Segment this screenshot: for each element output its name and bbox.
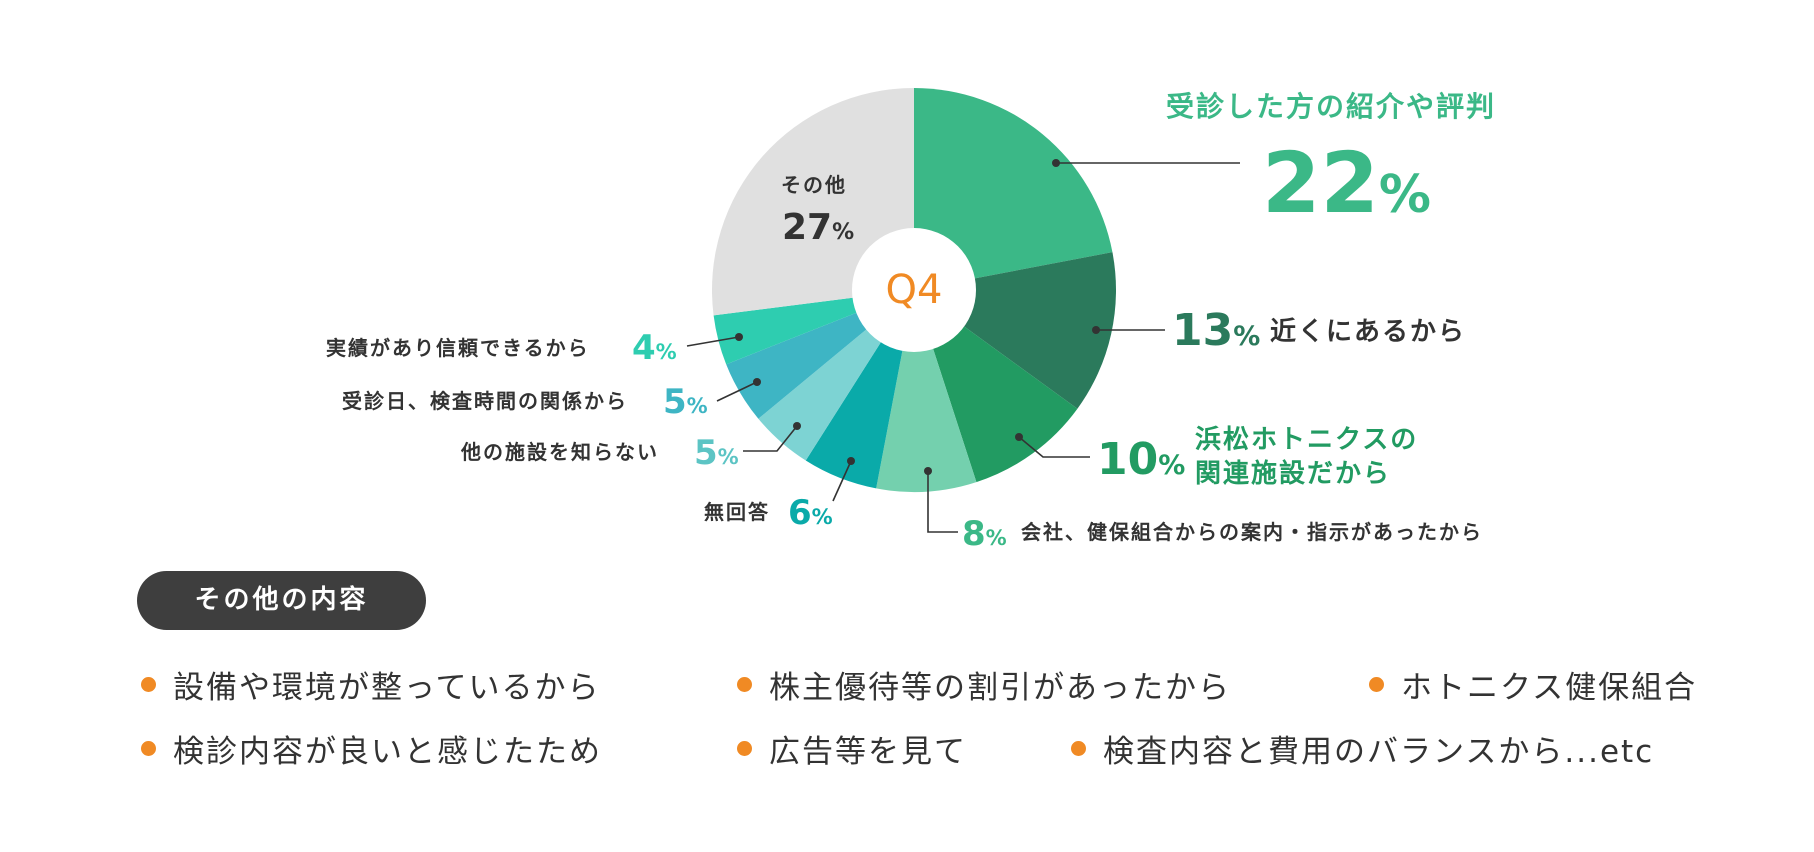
leader-line: [832, 460, 852, 502]
other-item-text: 検査内容と費用のバランスから...etc: [1103, 733, 1655, 770]
leader-line: [927, 471, 958, 533]
other-item-text: 株主優待等の割引があったから: [769, 669, 1231, 706]
leader-line: [716, 381, 758, 402]
slice-label: 無回答: [704, 500, 770, 524]
bullet-dot: [141, 740, 156, 756]
bullet-dot: [737, 740, 752, 756]
slice-label: 浜松ホトニクスの: [1195, 425, 1418, 455]
pie-center-hole: [852, 228, 976, 352]
leader-dot: [847, 457, 855, 465]
other-item-text: ホトニクス健保組合: [1401, 669, 1698, 706]
leader-dot: [735, 333, 743, 341]
slice-value: 27%: [782, 207, 854, 248]
other-item-text: 設備や環境が整っているから: [173, 669, 601, 706]
other-contents-tag: その他の内容: [137, 571, 426, 630]
bullet-dot: [737, 676, 752, 692]
leader-dot: [1052, 159, 1060, 167]
slice-value: 8%: [962, 514, 1007, 554]
slice-value: 5%: [663, 382, 708, 422]
other-item: 検診内容が良いと感じたため: [141, 728, 602, 770]
slice-value: 6%: [788, 493, 833, 533]
slice-value: 5%: [694, 433, 739, 473]
pie-slice: [914, 290, 1078, 483]
pie-slice: [876, 290, 977, 492]
leader-lines: [686, 159, 1240, 533]
leader-dot: [1092, 326, 1100, 334]
slice-label: 関連施設だから: [1195, 458, 1391, 489]
other-item-text: 広告等を見て: [769, 733, 967, 770]
slice-label: その他: [781, 173, 847, 197]
slice-label: 会社、健保組合からの案内・指示があったから: [1021, 520, 1483, 544]
pie-center-label: Q4: [886, 267, 943, 313]
other-item: 検査内容と費用のバランスから...etc: [1071, 728, 1655, 770]
bullet-dot: [1369, 676, 1384, 692]
other-item: 株主優待等の割引があったから: [737, 664, 1231, 706]
leader-dot: [1015, 433, 1023, 441]
leader-dot: [924, 467, 932, 475]
slice-label: 実績があり信頼できるから: [326, 336, 590, 360]
slice-labels: 22% 受診した方の紹介や評判 13% 近くにあるから 10% 浜松ホトニクスの関連施設だ…: [326, 90, 1496, 554]
slice-value: 22%: [1262, 134, 1431, 232]
slice-label: 受診した方の紹介や評判: [1166, 90, 1496, 123]
slice-value: 13%: [1172, 305, 1260, 356]
pie-slice: [914, 88, 1113, 290]
bullet-dot: [1071, 740, 1086, 756]
leader-line: [686, 336, 740, 347]
leader-line: [1018, 436, 1090, 458]
slice-value: 10%: [1097, 434, 1185, 485]
slice-label: 近くにあるから: [1270, 317, 1466, 347]
slice-label: 他の施設を知らない: [460, 440, 659, 464]
slice-label: 受診日、検査時間の関係から: [342, 389, 628, 413]
other-item: ホトニクス健保組合: [1369, 664, 1698, 706]
leader-dot: [753, 378, 761, 386]
slice-value: 4%: [632, 328, 677, 368]
other-item: 広告等を見て: [737, 728, 967, 770]
other-item: 設備や環境が整っているから: [141, 664, 601, 706]
leader-line: [743, 425, 798, 452]
bullet-dot: [141, 676, 156, 692]
other-item-text: 検診内容が良いと感じたため: [173, 733, 602, 770]
leader-dot: [793, 422, 801, 430]
